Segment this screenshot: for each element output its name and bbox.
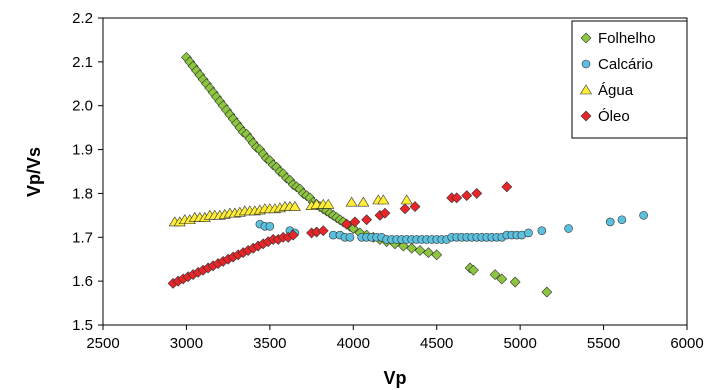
data-point — [399, 203, 411, 215]
legend-marker — [580, 32, 592, 44]
x-axis-title: Vp — [383, 368, 406, 388]
data-point — [509, 276, 521, 288]
data-point — [349, 216, 361, 228]
legend-box — [571, 20, 688, 139]
data-point — [524, 228, 533, 238]
data-point — [489, 269, 501, 280]
x-tick-label: 6000 — [670, 335, 703, 352]
data-point — [467, 264, 479, 276]
legend-label: Calcário — [598, 56, 653, 73]
data-point — [265, 222, 275, 231]
x-tick-label: 2500 — [86, 335, 119, 352]
x-tick-label: 3500 — [253, 335, 286, 352]
data-point — [471, 188, 483, 199]
data-point — [414, 245, 426, 256]
data-point — [605, 217, 615, 227]
legend-marker — [580, 110, 592, 122]
data-point — [361, 214, 373, 226]
series-1 — [255, 211, 648, 244]
legend-marker — [581, 59, 591, 69]
data-point — [537, 226, 547, 236]
data-point — [406, 242, 418, 254]
data-points — [167, 52, 648, 298]
y-axis-title: Vp/Vs — [24, 147, 44, 197]
y-tick-label: 2.0 — [72, 98, 93, 115]
x-tick-label: 4500 — [420, 335, 453, 352]
data-point — [377, 194, 390, 205]
y-axis-ticks: 1.5 1.6 1.7 1.8 1.9 2.0 2.1 2.2 — [72, 10, 103, 334]
x-tick-label: 4000 — [337, 335, 370, 352]
x-tick-label: 5000 — [503, 335, 536, 352]
y-tick-label: 1.5 — [72, 317, 93, 334]
y-tick-label: 2.2 — [72, 10, 93, 27]
data-point — [288, 201, 301, 211]
series-3 — [167, 181, 513, 289]
data-point — [461, 190, 473, 202]
legend-label: Folhelho — [598, 30, 656, 47]
data-point — [431, 249, 443, 261]
data-point — [617, 215, 627, 225]
data-point — [345, 196, 358, 207]
data-point — [341, 218, 353, 230]
x-tick-label: 5500 — [587, 335, 620, 352]
data-point — [379, 207, 391, 219]
data-point — [501, 181, 513, 193]
y-tick-label: 1.8 — [72, 185, 93, 202]
data-point — [322, 198, 335, 209]
y-tick-label: 1.7 — [72, 229, 93, 246]
y-tick-label: 1.6 — [72, 273, 93, 290]
legend-label: Óleo — [598, 108, 630, 125]
data-point — [317, 225, 329, 237]
legend: Folhelho Calcário Água Óleo — [571, 20, 688, 139]
data-point — [287, 229, 299, 241]
legend-marker — [579, 84, 593, 95]
data-point — [639, 211, 648, 220]
data-point — [345, 232, 355, 242]
data-point — [564, 224, 573, 233]
data-point — [409, 201, 421, 213]
series-2 — [168, 194, 413, 227]
data-point — [541, 286, 553, 298]
data-point — [496, 273, 508, 285]
x-axis-ticks: 2500 3000 3500 4000 4500 5000 5500 6000 — [86, 325, 704, 352]
data-point — [400, 194, 413, 205]
y-tick-label: 1.9 — [72, 142, 93, 159]
data-point — [422, 247, 434, 259]
data-point — [451, 192, 463, 204]
legend-label: Água — [598, 82, 634, 99]
x-tick-label: 3000 — [170, 335, 203, 352]
y-tick-label: 2.1 — [72, 54, 93, 71]
data-point — [357, 196, 370, 207]
